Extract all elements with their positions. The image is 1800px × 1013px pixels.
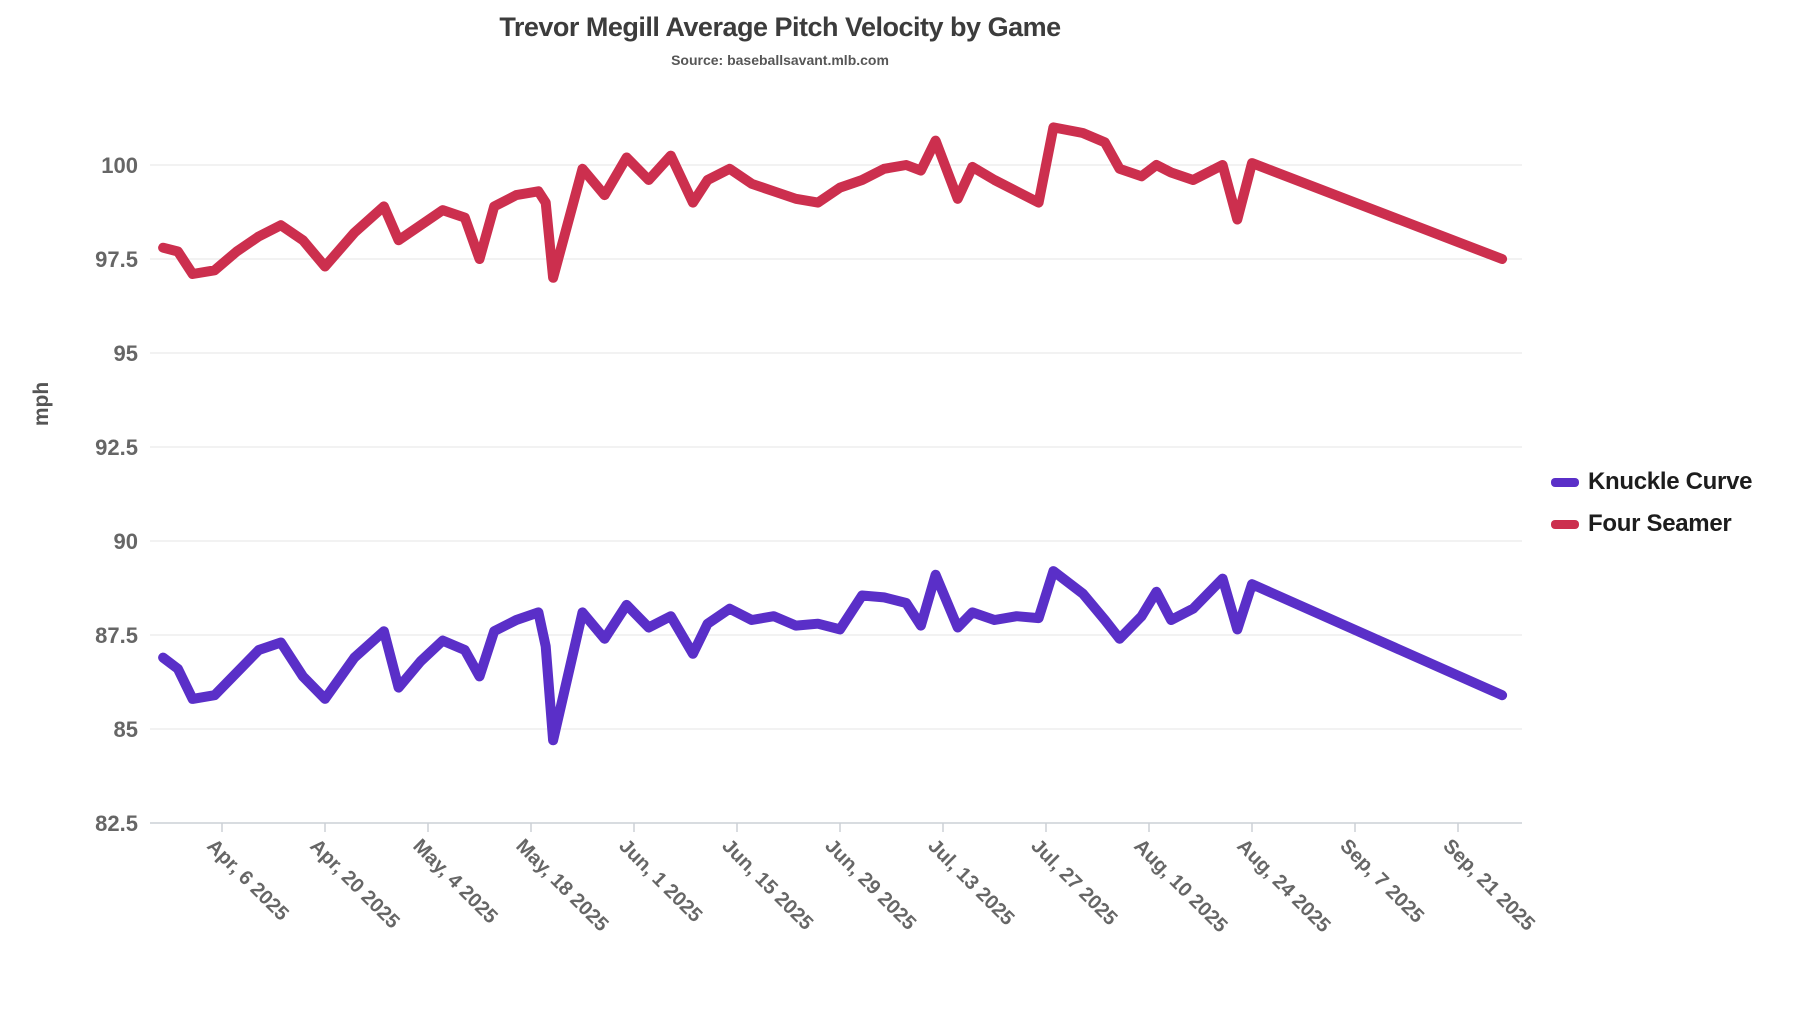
legend-item-knuckle-curve[interactable]: Knuckle Curve bbox=[1551, 468, 1752, 496]
y-tick-label: 87.5 bbox=[95, 623, 138, 648]
knuckle-curve-swatch-icon bbox=[1551, 477, 1579, 487]
legend-label: Knuckle Curve bbox=[1588, 468, 1753, 495]
y-tick-label: 100 bbox=[101, 153, 138, 178]
legend-label: Four Seamer bbox=[1588, 510, 1732, 537]
x-tick-label: Apr, 20 2025 bbox=[305, 835, 403, 933]
chart-subtitle: Source: baseballsavant.mlb.com bbox=[671, 52, 889, 68]
gridlines bbox=[150, 164, 1522, 824]
x-tick-label: Jun, 29 2025 bbox=[820, 835, 920, 935]
x-tick-label: May, 18 2025 bbox=[511, 835, 612, 936]
x-tick-label: Apr, 6 2025 bbox=[202, 835, 292, 925]
y-axis-title: mph bbox=[30, 381, 53, 427]
x-tick-label: Jul, 13 2025 bbox=[923, 835, 1018, 930]
x-tick-label: Aug, 24 2025 bbox=[1232, 835, 1334, 937]
y-tick-label: 95 bbox=[114, 341, 138, 366]
x-tick-label: Jul, 27 2025 bbox=[1026, 835, 1121, 930]
x-tick-label: Aug, 10 2025 bbox=[1129, 835, 1231, 937]
x-tick-label: May, 4 2025 bbox=[408, 835, 501, 928]
y-tick-label: 82.5 bbox=[95, 811, 138, 836]
four-seamer-line[interactable] bbox=[158, 122, 1508, 283]
x-tick-label: Sep, 7 2025 bbox=[1335, 835, 1428, 928]
x-tick-label: Jun, 1 2025 bbox=[614, 835, 706, 927]
y-tick-label: 92.5 bbox=[95, 435, 138, 460]
legend: Knuckle Curve Four Seamer bbox=[1551, 468, 1752, 538]
four-seamer-swatch-icon bbox=[1551, 519, 1579, 529]
knuckle-curve-line[interactable] bbox=[158, 566, 1508, 746]
y-tick-label: 90 bbox=[114, 529, 138, 554]
chart-title: Trevor Megill Average Pitch Velocity by … bbox=[499, 12, 1061, 42]
y-tick-label: 97.5 bbox=[95, 247, 138, 272]
x-tick-label: Sep, 21 2025 bbox=[1438, 835, 1538, 935]
x-tick-label: Jun, 15 2025 bbox=[717, 835, 817, 935]
y-tick-label: 85 bbox=[114, 717, 138, 742]
legend-item-four-seamer[interactable]: Four Seamer bbox=[1551, 510, 1752, 538]
y-axis-labels: 100 97.5 95 92.5 90 87.5 85 82.5 bbox=[95, 153, 138, 836]
x-axis: Apr, 6 2025 Apr, 20 2025 May, 4 2025 May, 1… bbox=[150, 822, 1539, 937]
